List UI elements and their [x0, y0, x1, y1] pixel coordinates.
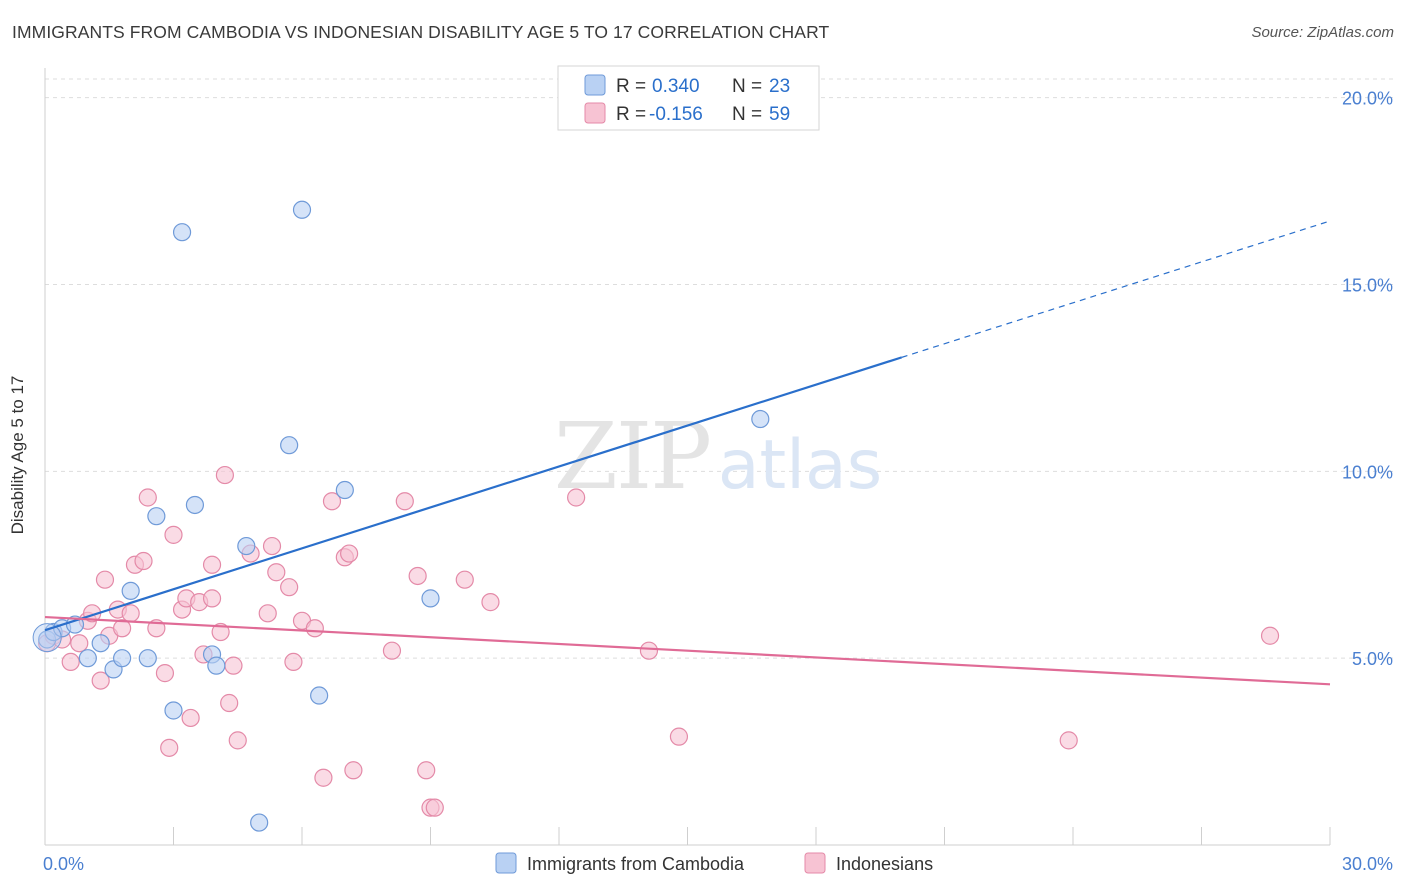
- point-indonesians: [134, 551, 153, 571]
- legend-r-value-indonesians: -0.156: [649, 104, 703, 125]
- legend-n-label-indonesians: N =: [732, 104, 762, 125]
- point-cambodia: [335, 480, 354, 500]
- point-indonesians: [160, 738, 179, 757]
- point-cambodia: [292, 200, 312, 219]
- legend-r-value-cambodia: 0.340: [652, 76, 700, 97]
- point-cambodia: [751, 409, 770, 429]
- point-indonesians: [305, 619, 324, 638]
- watermark: ZIP atlas: [554, 403, 882, 510]
- point-indonesians: [395, 492, 414, 511]
- point-indonesians: [284, 652, 303, 672]
- legend-bottom-swatch-indonesians: [804, 852, 826, 874]
- point-cambodia: [172, 223, 192, 242]
- source-label: Source: ZipAtlas.com: [1251, 24, 1394, 41]
- point-indonesians: [567, 488, 586, 507]
- point-cambodia: [237, 536, 256, 556]
- point-indonesians: [1260, 626, 1280, 645]
- point-cambodia: [310, 686, 329, 705]
- point-indonesians: [669, 727, 689, 746]
- point-indonesians: [280, 578, 299, 597]
- point-indonesians: [639, 641, 659, 660]
- point-indonesians: [344, 761, 363, 780]
- point-indonesians: [202, 555, 222, 574]
- point-cambodia: [280, 436, 299, 455]
- legend-bottom-label-cambodia: Immigrants from Cambodia: [527, 854, 745, 874]
- axes: [44, 68, 1331, 846]
- point-indonesians: [164, 525, 183, 544]
- y-tick-label: 20.0%: [1342, 89, 1393, 109]
- point-cambodia: [250, 813, 269, 832]
- legend-swatch-cambodia: [584, 74, 606, 96]
- point-indonesians: [455, 570, 474, 589]
- point-indonesians: [181, 708, 200, 728]
- trend-lines: [44, 220, 1331, 686]
- point-indonesians: [155, 664, 175, 683]
- point-indonesians: [382, 641, 402, 660]
- point-indonesians: [340, 544, 359, 563]
- point-indonesians: [224, 656, 243, 675]
- y-axis-label: Disability Age 5 to 17: [8, 296, 28, 535]
- point-indonesians: [121, 604, 140, 623]
- x-tick-label: 0.0%: [43, 854, 84, 874]
- y-tick-labels: 5.0% 10.0% 15.0% 20.0%: [1342, 89, 1393, 669]
- point-indonesians: [314, 768, 333, 787]
- legend-swatch-indonesians: [584, 102, 606, 124]
- point-cambodia: [164, 701, 183, 720]
- point-indonesians: [91, 671, 110, 690]
- point-indonesians: [61, 652, 80, 672]
- point-indonesians: [425, 798, 444, 817]
- y-tick-label: 15.0%: [1342, 276, 1393, 296]
- point-indonesians: [95, 570, 115, 589]
- point-indonesians: [211, 622, 230, 642]
- point-indonesians: [267, 563, 286, 582]
- point-indonesians: [138, 488, 157, 507]
- point-cambodia-cluster: [32, 623, 62, 653]
- point-cambodia: [147, 507, 166, 526]
- point-cambodia: [138, 649, 157, 668]
- legend-n-value-indonesians: 59: [769, 104, 790, 125]
- grid-lines: [45, 78, 1395, 659]
- trend-line-cambodia-extension: [901, 220, 1331, 358]
- y-axis-label-text: Disability Age 5 to 17: [8, 375, 27, 535]
- point-indonesians: [215, 465, 234, 485]
- point-indonesians: [481, 593, 500, 612]
- point-cambodia: [207, 656, 226, 675]
- y-tick-label: 10.0%: [1342, 462, 1393, 482]
- legend-r-label-indonesians: R =: [616, 104, 646, 125]
- point-indonesians: [322, 492, 342, 511]
- point-cambodia: [185, 495, 205, 515]
- point-indonesians: [112, 619, 132, 638]
- legend-r-label-cambodia: R =: [616, 76, 646, 97]
- point-indonesians: [220, 693, 239, 713]
- point-cambodia: [78, 649, 97, 668]
- point-cambodia: [121, 581, 140, 601]
- y-tick-label: 5.0%: [1352, 649, 1393, 669]
- point-indonesians: [228, 731, 247, 750]
- legend-top: R = 0.340 N = 23 R = -0.156 N = 59: [557, 65, 820, 131]
- point-indonesians: [70, 634, 89, 653]
- point-cambodia: [91, 634, 110, 653]
- point-indonesians: [258, 604, 277, 623]
- legend-n-value-cambodia: 23: [769, 76, 790, 97]
- x-tick-label: 30.0%: [1342, 854, 1393, 874]
- chart-title: IMMIGRANTS FROM CAMBODIA VS INDONESIAN D…: [12, 22, 830, 42]
- point-indonesians: [408, 566, 427, 586]
- point-indonesians: [1059, 731, 1078, 750]
- trend-line-indonesians: [44, 615, 1331, 686]
- point-cambodia: [112, 649, 132, 668]
- legend-bottom-label-indonesians: Indonesians: [836, 854, 933, 874]
- legend-bottom-swatch-cambodia: [495, 852, 517, 874]
- trend-line-cambodia: [44, 356, 903, 632]
- data-points: [32, 200, 1280, 832]
- watermark-atlas: atlas: [718, 426, 882, 505]
- point-indonesians: [417, 761, 436, 780]
- point-cambodia: [421, 589, 440, 608]
- point-indonesians: [262, 536, 282, 556]
- point-indonesians: [202, 589, 222, 608]
- legend-bottom: Immigrants from Cambodia Indonesians: [495, 852, 933, 874]
- legend-n-label-cambodia: N =: [732, 76, 762, 97]
- x-tick-labels: 0.0% 30.0%: [43, 854, 1393, 874]
